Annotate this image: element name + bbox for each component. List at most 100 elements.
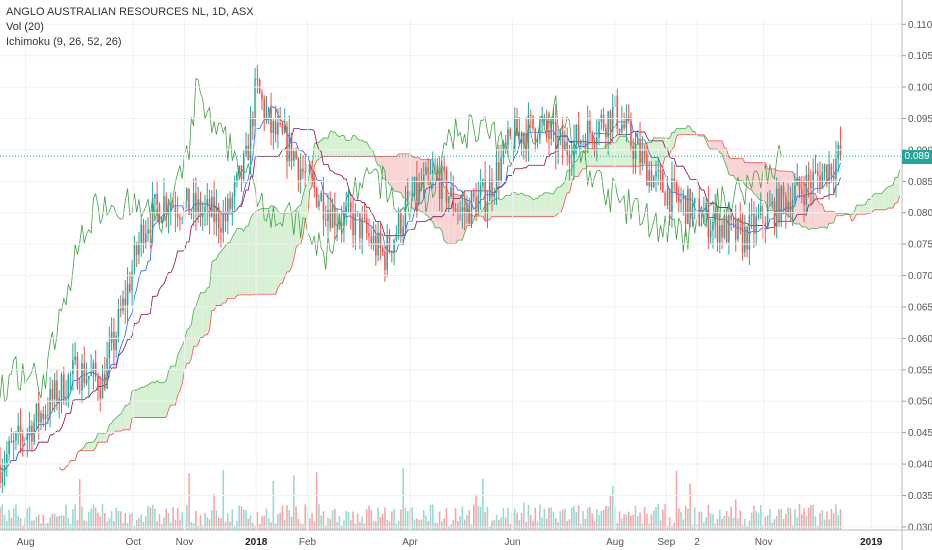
volume-bar xyxy=(566,521,568,530)
volume-bar xyxy=(402,468,404,530)
volume-bar xyxy=(31,520,33,530)
cloud-segment xyxy=(282,213,285,284)
volume-bar xyxy=(564,508,566,530)
candle-body xyxy=(611,107,614,132)
volume-bar xyxy=(662,509,664,530)
cloud-segment xyxy=(346,140,349,157)
candle-body xyxy=(762,206,764,224)
candle-body xyxy=(648,170,650,186)
candle-body xyxy=(452,187,455,209)
candle-body xyxy=(290,133,293,161)
volume-bar xyxy=(431,504,434,530)
ichimoku-cloud xyxy=(59,125,900,470)
cloud-segment xyxy=(84,442,87,451)
volume-bar xyxy=(723,515,726,530)
volume-bar xyxy=(21,525,24,530)
cloud-segment xyxy=(710,140,713,150)
volume-bar xyxy=(222,470,225,530)
candle-body xyxy=(488,179,491,202)
y-tick-label: 0.030 xyxy=(908,522,932,533)
ichimoku-indicator-label[interactable]: Ichimoku (9, 26, 52, 26) xyxy=(6,36,122,48)
volume-bar xyxy=(513,508,516,530)
volume-bar xyxy=(750,512,753,530)
cloud-segment xyxy=(676,128,679,137)
volume-bar xyxy=(730,506,732,530)
leading-span-b-line xyxy=(58,134,901,471)
volume-bar xyxy=(748,520,751,530)
volume-bar xyxy=(206,517,209,530)
volume-bar xyxy=(718,509,721,530)
cloud-segment xyxy=(154,380,158,418)
cloud-segment xyxy=(854,205,857,219)
candle-body xyxy=(395,233,398,241)
volume-bar xyxy=(204,513,206,530)
volume-bar xyxy=(504,517,507,530)
volume-bar xyxy=(94,507,97,530)
cloud-segment xyxy=(241,228,244,295)
volume-bar xyxy=(340,525,343,530)
cloud-segment xyxy=(455,194,458,244)
y-tick-label: 0.065 xyxy=(908,302,932,313)
volume-bar xyxy=(541,517,543,530)
volume-bar xyxy=(627,511,630,530)
candle-body xyxy=(780,186,783,223)
symbol-title[interactable]: ANGLO AUSTRALIAN RESOURCES NL, 1D, ASX xyxy=(6,6,254,18)
candle-body xyxy=(607,111,609,138)
cloud-segment xyxy=(120,410,123,432)
candle-body xyxy=(534,128,537,142)
candle-body xyxy=(532,115,534,129)
volume-bar xyxy=(384,507,386,530)
volume-bar xyxy=(716,518,719,530)
candle-body xyxy=(431,170,434,173)
candle-body xyxy=(755,216,758,234)
volume-bar xyxy=(484,512,486,530)
volume-bar xyxy=(101,504,104,530)
candle-body xyxy=(220,227,222,233)
candle-body xyxy=(805,174,808,206)
cloud-segment xyxy=(218,251,221,306)
volume-bar xyxy=(516,512,518,530)
volume-indicator-label[interactable]: Vol (20) xyxy=(6,21,44,33)
volume-bar xyxy=(523,502,525,530)
volume-bar xyxy=(413,519,416,530)
candle-body xyxy=(256,78,259,80)
volume-bar xyxy=(488,525,491,530)
cloud-segment xyxy=(861,205,864,215)
cloud-segment xyxy=(592,148,595,167)
volume-bar xyxy=(525,521,527,530)
volume-bar xyxy=(418,519,420,530)
volume-bar xyxy=(267,518,270,530)
cloud-segment xyxy=(161,382,164,418)
candle-body xyxy=(8,440,10,455)
candle-body xyxy=(689,189,691,220)
candle-body xyxy=(142,224,145,244)
volume-bar xyxy=(457,520,459,530)
cloud-segment xyxy=(266,208,269,295)
volume-bar xyxy=(479,506,482,530)
candle-body xyxy=(564,141,566,152)
candle-body xyxy=(427,167,430,174)
candle-body xyxy=(570,162,573,164)
volume-bar xyxy=(550,507,553,530)
cloud-segment xyxy=(687,125,691,135)
candle-body xyxy=(6,454,8,465)
volume-bar xyxy=(131,512,133,530)
cloud-segment xyxy=(314,142,317,167)
candle-body xyxy=(634,144,637,159)
cloud-segment xyxy=(820,204,823,228)
volume-bar xyxy=(62,515,65,530)
candle-body xyxy=(741,222,744,253)
candle-body xyxy=(730,215,732,220)
candle-body xyxy=(99,390,102,399)
candle-body xyxy=(144,233,147,244)
cloud-segment xyxy=(835,213,839,216)
cloud-segment xyxy=(507,195,511,217)
cloud-segment xyxy=(656,137,659,166)
candle-body xyxy=(279,123,281,125)
candle-body xyxy=(170,205,172,212)
candle-body xyxy=(830,164,833,176)
volume-bar xyxy=(56,516,58,530)
cloud-segment xyxy=(583,150,586,169)
cloud-segment xyxy=(881,190,884,210)
